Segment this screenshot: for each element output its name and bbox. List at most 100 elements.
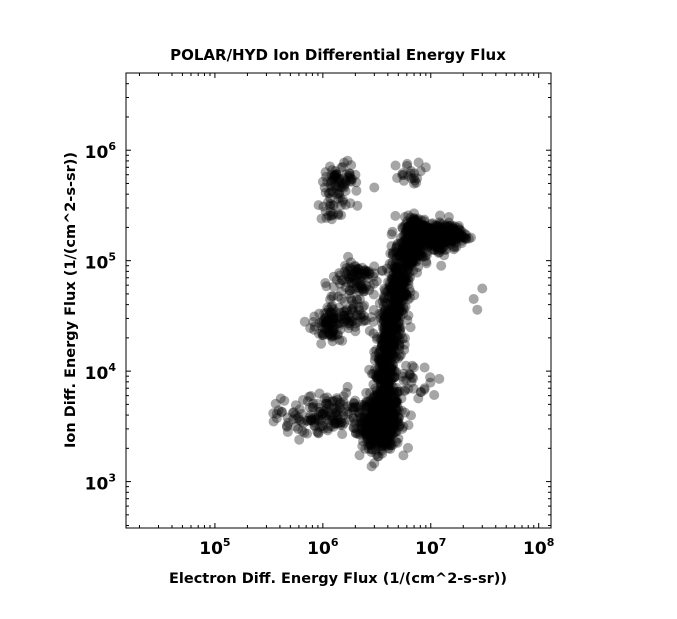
data-point [385,412,395,423]
data-point [373,433,384,444]
data-point [365,412,376,423]
data-point [374,407,385,418]
data-point [376,379,387,389]
data-point [387,407,398,418]
data-point [379,422,390,433]
data-point [359,413,370,424]
data-point [385,416,396,427]
data-point [360,402,371,413]
data-point [369,392,379,403]
data-point [316,414,327,425]
data-point [313,410,324,421]
data-point [449,227,460,238]
data-point [374,433,385,444]
data-point [328,308,339,319]
data-point [378,420,389,431]
data-point [337,429,348,440]
data-point [382,413,393,424]
data-point [377,368,388,378]
data-point [368,429,379,439]
data-point [276,407,287,418]
data-point [319,393,330,404]
data-point [371,409,382,420]
data-point [379,412,390,423]
data-point [342,401,353,412]
data-point [387,309,398,319]
data-point [385,374,396,385]
data-point [377,435,388,446]
data-point [371,334,382,344]
data-point [371,414,382,425]
data-point [386,361,397,372]
data-point [346,402,357,413]
data-point [376,412,387,423]
data-point [381,388,392,398]
data-point [368,416,379,427]
data-point [377,406,387,417]
data-point [329,402,340,413]
data-point [305,412,315,423]
data-point [374,431,384,441]
data-point [369,404,380,415]
data-point [376,381,386,392]
data-point [408,383,419,394]
data-point [385,364,396,375]
data-point [375,434,386,445]
data-point [371,437,382,448]
data-point [373,403,384,414]
data-point [374,421,385,432]
data-point [382,362,393,373]
data-point [477,283,488,294]
data-point [376,410,387,421]
data-point [313,427,324,438]
data-point [388,344,399,355]
data-point [384,407,395,418]
data-point [378,422,389,433]
data-point [354,407,365,418]
data-point [370,364,380,375]
data-point [374,425,385,436]
data-point [389,337,400,347]
data-point [375,420,386,431]
data-point [375,414,386,425]
data-point [372,393,383,404]
data-point [371,371,382,382]
data-point [378,407,389,418]
data-point [377,402,388,413]
data-point [382,309,393,320]
data-point [367,444,378,455]
data-point [374,410,384,421]
data-point [388,420,399,431]
data-point [369,421,380,431]
data-point [375,433,386,444]
data-point [372,424,383,435]
data-point [380,418,391,429]
data-point [370,438,381,449]
data-point [372,432,383,443]
data-point [376,425,387,435]
data-point [383,412,394,423]
data-point [298,395,308,405]
data-point [381,434,392,445]
data-point [368,379,379,390]
data-point [385,438,396,449]
data-point [306,413,317,424]
data-point [379,375,389,386]
data-point [374,409,385,420]
data-point [388,410,399,421]
data-point [387,399,398,410]
data-point [328,403,339,414]
data-point [366,417,377,428]
data-point [367,416,378,427]
data-point [369,421,380,432]
data-point [334,399,345,410]
data-point [380,429,391,440]
data-point [382,401,393,412]
data-point [384,358,395,369]
data-point [368,408,379,419]
data-point [381,420,392,431]
data-point [403,210,414,221]
data-point [374,423,385,434]
data-point [374,424,385,435]
data-point [367,429,378,440]
